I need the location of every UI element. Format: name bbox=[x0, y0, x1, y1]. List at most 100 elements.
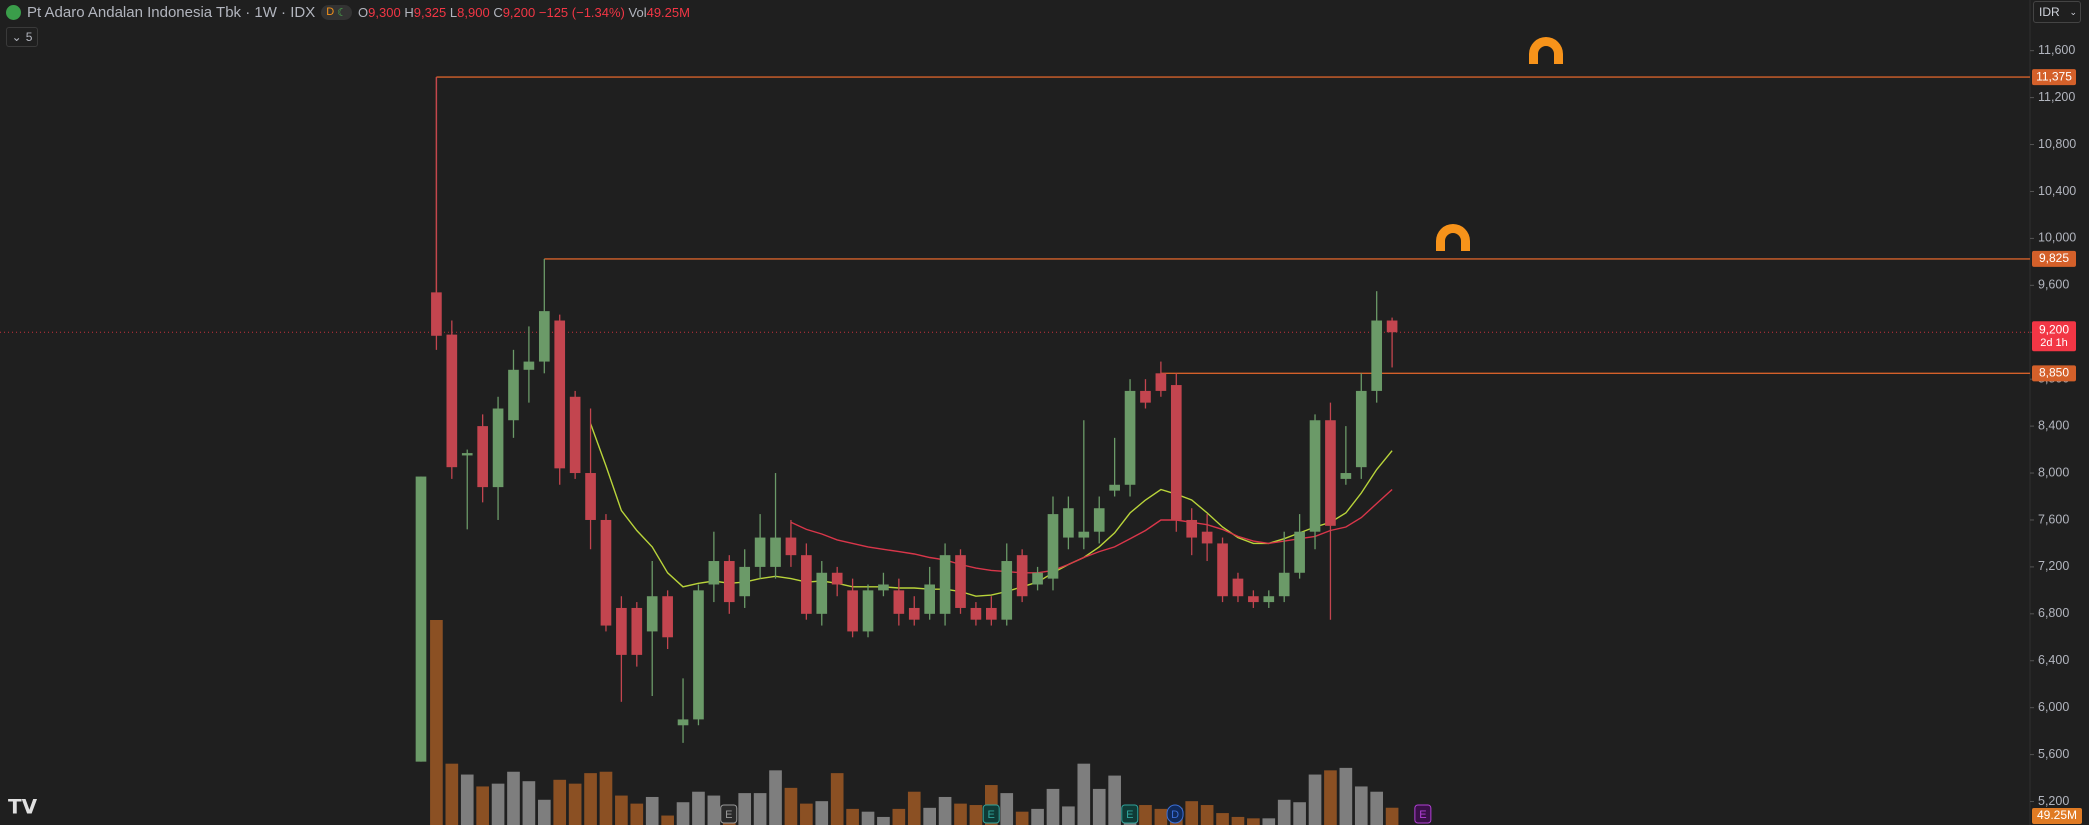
event-label: E bbox=[1419, 809, 1426, 821]
volume-bar bbox=[537, 799, 551, 825]
event-marker bbox=[720, 804, 738, 824]
volume-bar bbox=[1262, 818, 1276, 825]
open-value: 9,300 bbox=[368, 4, 401, 20]
last-price-bg bbox=[2032, 321, 2076, 352]
level-label: 9,825 bbox=[2039, 251, 2069, 265]
volume-bar bbox=[1370, 791, 1384, 825]
volume-bar bbox=[1216, 813, 1229, 825]
candle-body bbox=[862, 590, 874, 632]
currency-select[interactable]: IDR ⌄ bbox=[2033, 1, 2081, 23]
volume-bar bbox=[1046, 788, 1060, 825]
volume-bar bbox=[846, 808, 859, 825]
volume-bar bbox=[1062, 806, 1075, 825]
volume-label: 49.25M bbox=[2037, 808, 2077, 822]
volume-bar bbox=[599, 771, 613, 825]
volume-bar bbox=[938, 796, 952, 825]
candle-body bbox=[1140, 390, 1151, 403]
candle-body bbox=[1371, 320, 1383, 391]
status-badge[interactable]: D ☾ bbox=[321, 4, 353, 20]
volume-bar bbox=[969, 805, 983, 825]
y-tick-label: 8,000 bbox=[2038, 465, 2069, 479]
candle-body bbox=[1063, 508, 1074, 538]
candle-body bbox=[1124, 390, 1136, 485]
candle-body bbox=[1340, 473, 1352, 479]
y-tick-label: 5,200 bbox=[2038, 794, 2069, 808]
event-marker bbox=[1121, 804, 1139, 824]
symbol-title[interactable]: Pt Adaro Andalan Indonesia Tbk · 1W · ID… bbox=[27, 3, 316, 21]
candle-body bbox=[1263, 596, 1275, 603]
y-tick-label: 7,200 bbox=[2038, 559, 2069, 573]
volume-bar bbox=[800, 803, 813, 825]
volume-bar bbox=[1354, 786, 1368, 825]
indicator-toggle[interactable]: ⌄ 5 bbox=[6, 27, 38, 47]
volume-bar bbox=[676, 802, 690, 825]
tv-logo[interactable]: 𝗧𝗩 bbox=[8, 796, 38, 818]
candle-body bbox=[878, 584, 889, 591]
candle-body bbox=[585, 473, 596, 520]
volume-bar bbox=[892, 808, 906, 825]
event-label: E bbox=[725, 809, 732, 821]
candle-body bbox=[1294, 531, 1305, 573]
volume-bar bbox=[615, 795, 628, 825]
event-label: E bbox=[988, 809, 995, 821]
magnet-icon[interactable] bbox=[1529, 37, 1563, 64]
level-label: 11,375 bbox=[2036, 69, 2072, 83]
volume-bar bbox=[507, 771, 520, 825]
candle-body bbox=[785, 537, 797, 556]
volume-bar bbox=[954, 803, 967, 825]
candle-body bbox=[1201, 531, 1213, 544]
candle-body bbox=[1032, 572, 1043, 585]
change-value: −125 (−1.34%) bbox=[538, 4, 625, 20]
y-tick-label: 6,800 bbox=[2038, 606, 2069, 620]
volume-bar bbox=[1077, 763, 1091, 825]
candle-body bbox=[1078, 531, 1090, 538]
volume-bar bbox=[491, 783, 505, 825]
volume-bar bbox=[923, 807, 937, 825]
candle-body bbox=[446, 334, 458, 468]
candle-body bbox=[939, 555, 951, 614]
volume-bar bbox=[692, 791, 705, 825]
candle-body bbox=[492, 408, 504, 488]
candle-body bbox=[1386, 320, 1398, 333]
y-tick-label: 5,600 bbox=[2038, 747, 2069, 761]
volume-bar bbox=[753, 793, 767, 825]
volume-bar bbox=[1000, 793, 1014, 825]
candle-body bbox=[924, 584, 936, 614]
decor: 𝗧𝗩 bbox=[8, 0, 2031, 825]
candle-body bbox=[616, 607, 627, 655]
volume-bar bbox=[1092, 788, 1106, 825]
volume-bar bbox=[460, 774, 474, 825]
y-tick-label: 6,400 bbox=[2038, 653, 2069, 667]
candle-body bbox=[1155, 373, 1167, 391]
candle-body bbox=[893, 590, 905, 614]
countdown-label: 2d 1h bbox=[2040, 337, 2068, 349]
level-label-bg bbox=[2032, 69, 2076, 86]
volume-bar bbox=[522, 781, 536, 825]
candle-body bbox=[1047, 514, 1059, 579]
candle-body bbox=[1248, 596, 1259, 603]
y-tick-label: 6,000 bbox=[2038, 700, 2069, 714]
candle-body bbox=[708, 561, 720, 585]
candle-body bbox=[1325, 420, 1336, 526]
candle-body bbox=[431, 292, 442, 336]
volume-bar bbox=[568, 783, 582, 825]
candle-body bbox=[600, 519, 612, 626]
y-tick-label: 11,600 bbox=[2038, 43, 2075, 57]
volume-bar bbox=[738, 793, 752, 825]
volume-value: 49.25M bbox=[646, 4, 690, 20]
volume-bar bbox=[553, 779, 567, 825]
event-marker bbox=[1166, 804, 1184, 824]
close-value: 9,200 bbox=[502, 4, 536, 20]
magnet-icon[interactable] bbox=[1436, 224, 1470, 251]
candle-body bbox=[1355, 390, 1367, 468]
currency-text: IDR bbox=[2039, 5, 2060, 19]
volume-bar bbox=[707, 795, 721, 825]
candle-body bbox=[461, 453, 473, 456]
indicator-count: 5 bbox=[25, 30, 33, 44]
y-tick-label: 11,200 bbox=[2038, 90, 2075, 104]
level-label-bg bbox=[2032, 250, 2076, 267]
candle-body bbox=[739, 566, 751, 597]
o-prefix: O bbox=[358, 4, 369, 20]
volume-bar bbox=[584, 773, 597, 825]
